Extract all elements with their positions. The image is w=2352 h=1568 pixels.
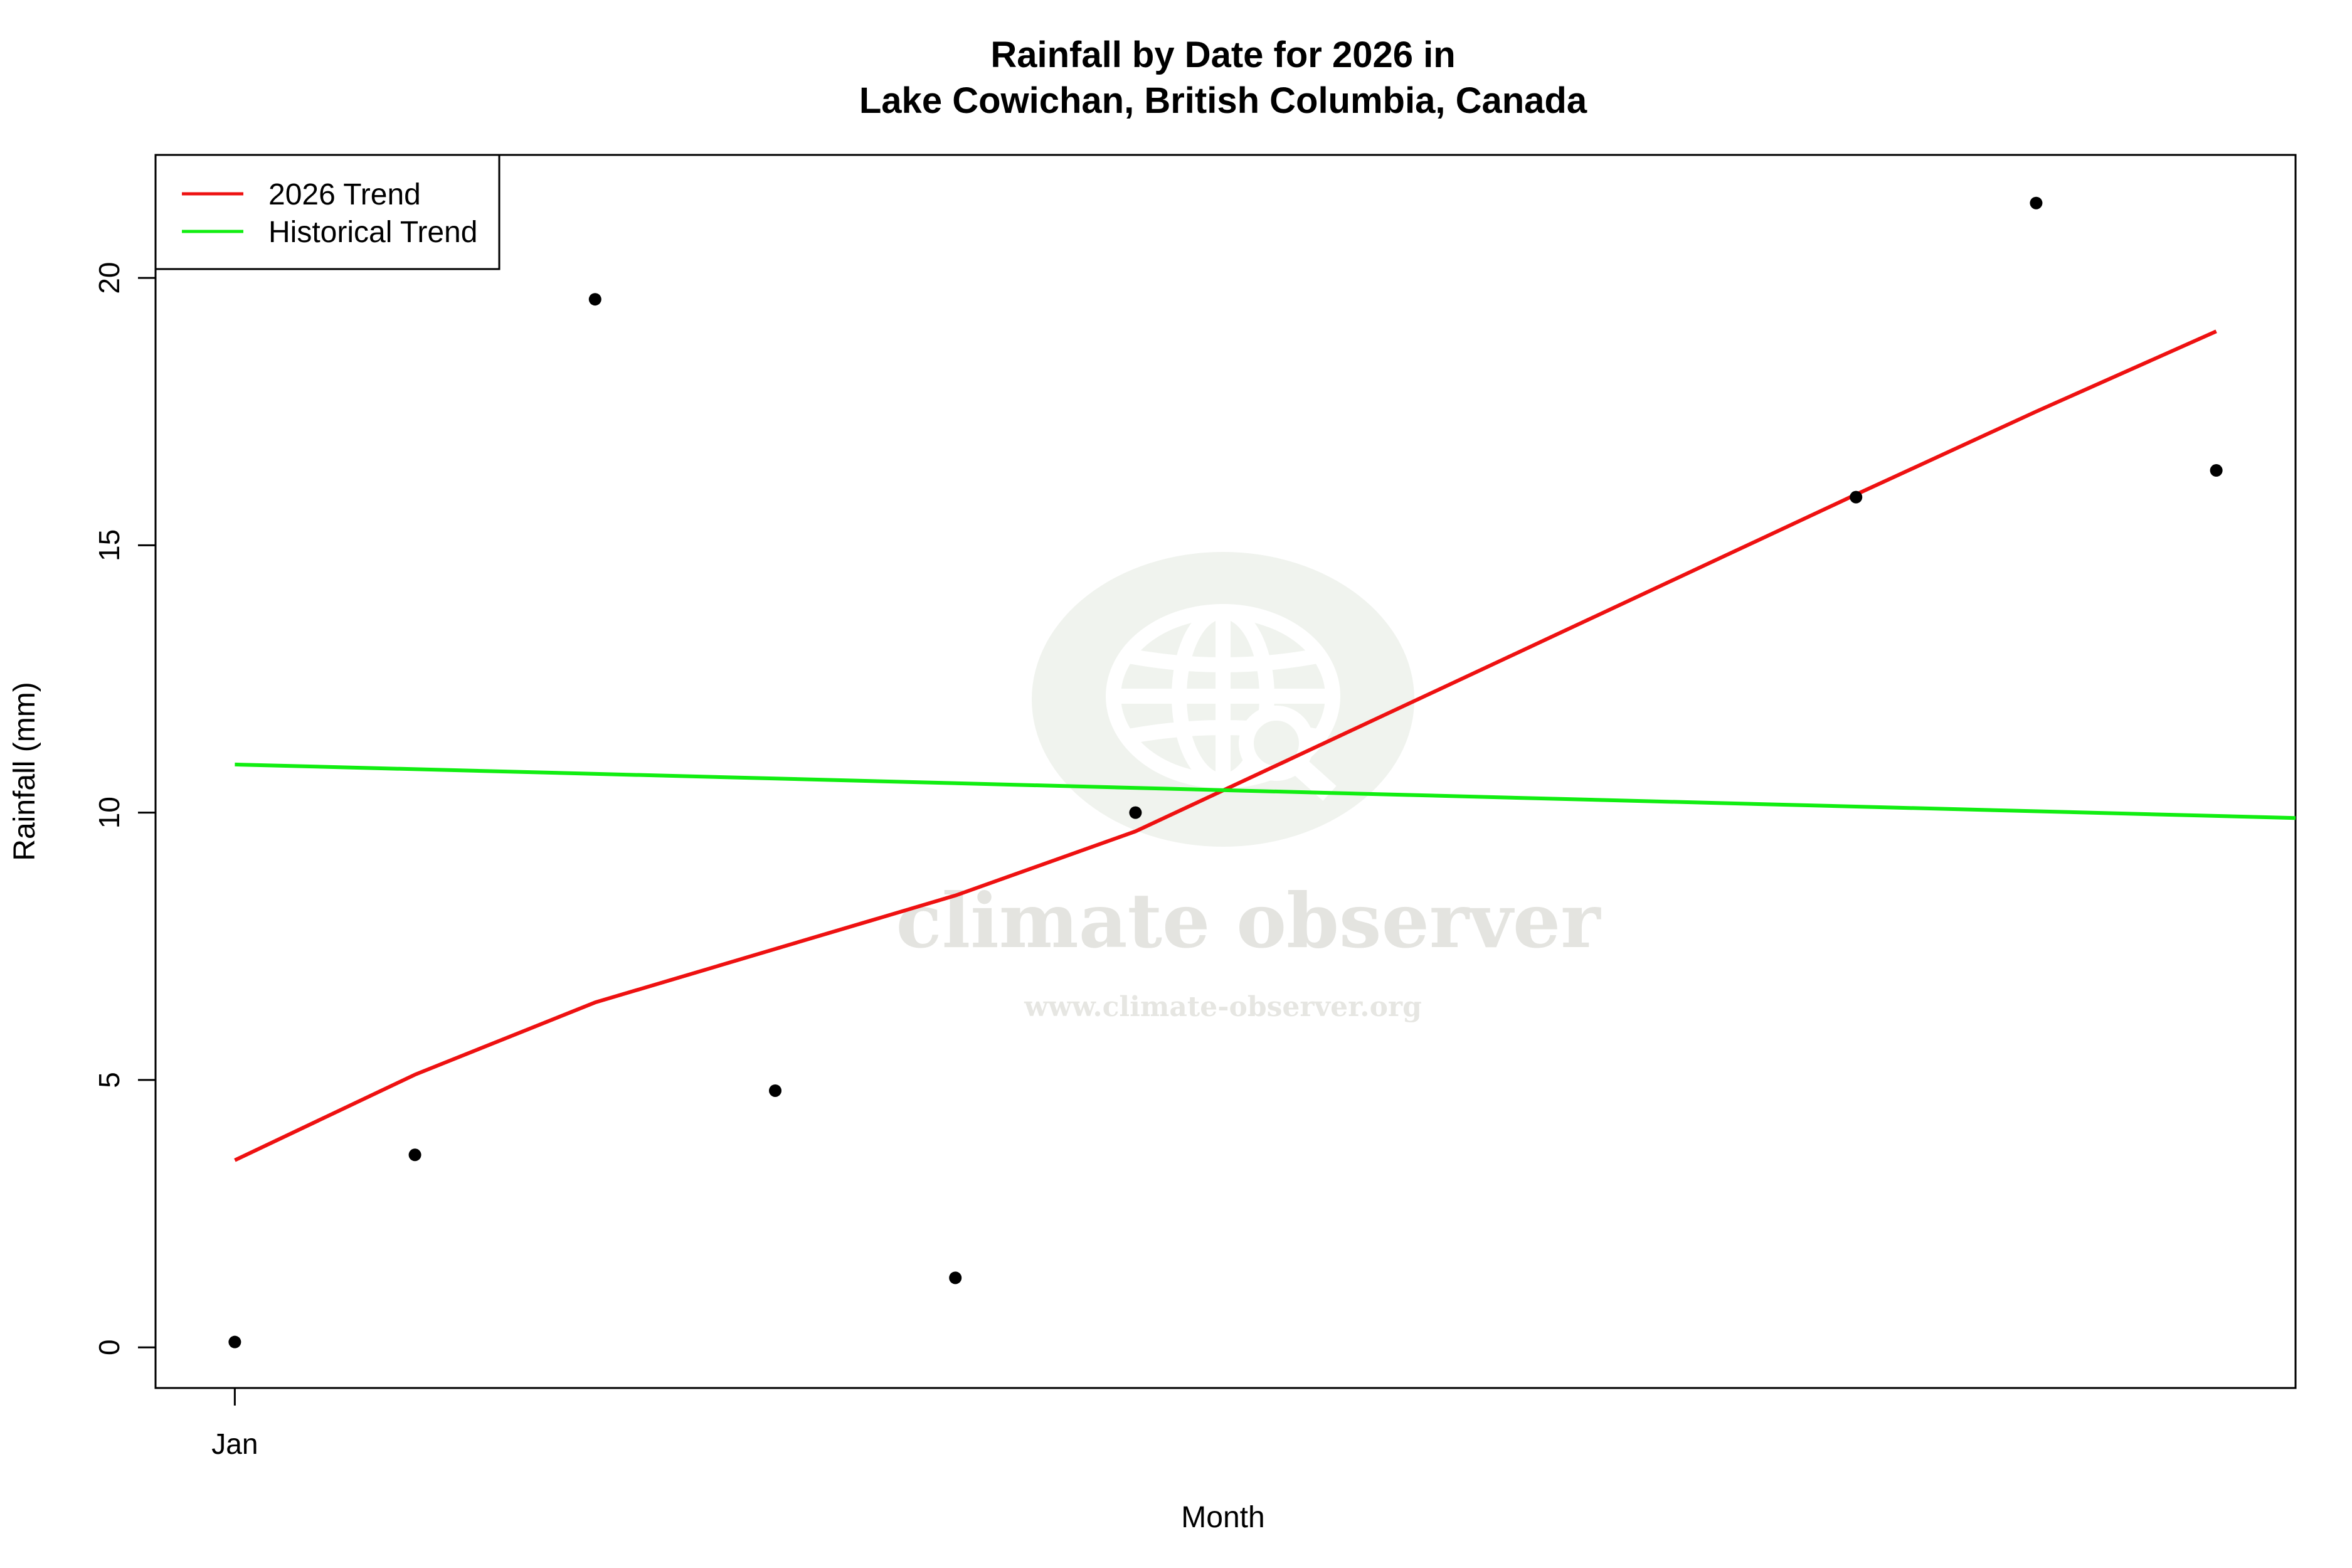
data-point [1129,806,1142,819]
y-tick-label: 10 [93,797,125,829]
data-point [408,1148,421,1162]
legend-box [154,154,501,270]
y-axis: 0 5 10 15 20 [93,262,157,1355]
x-axis: Jan [211,1388,258,1460]
y-tick-label: 0 [93,1339,125,1355]
chart-title-line-2: Lake Cowichan, British Columbia, Canada [859,80,1587,121]
trend-line-2026 [234,329,2217,1162]
trend-line-historical [235,762,2296,820]
x-axis-label: Month [1181,1501,1264,1534]
legend-label: 2026 Trend [268,178,421,211]
watermark: climate observer www.climate-observer.or… [896,552,1602,1023]
y-tick-label: 20 [93,262,125,294]
x-tick-label: Jan [211,1428,258,1460]
y-tick-label: 5 [93,1072,125,1088]
legend: 2026 Trend Historical Trend [154,154,501,270]
watermark-url: www.climate-observer.org [1024,991,1422,1023]
data-point [1850,490,1863,504]
data-point [2030,196,2043,209]
data-point [228,1335,241,1348]
trend-lines [234,329,2296,1162]
watermark-title: climate observer [896,877,1602,965]
y-axis-label: Rainfall (mm) [8,682,41,861]
data-point [768,1084,781,1097]
data-point [2210,464,2223,477]
y-tick-label: 15 [93,529,125,561]
data-point [949,1271,962,1285]
data-point [588,293,601,306]
legend-label: Historical Trend [268,216,477,249]
data-points [228,196,2223,1348]
chart-title-line-1: Rainfall by Date for 2026 in [990,34,1455,75]
